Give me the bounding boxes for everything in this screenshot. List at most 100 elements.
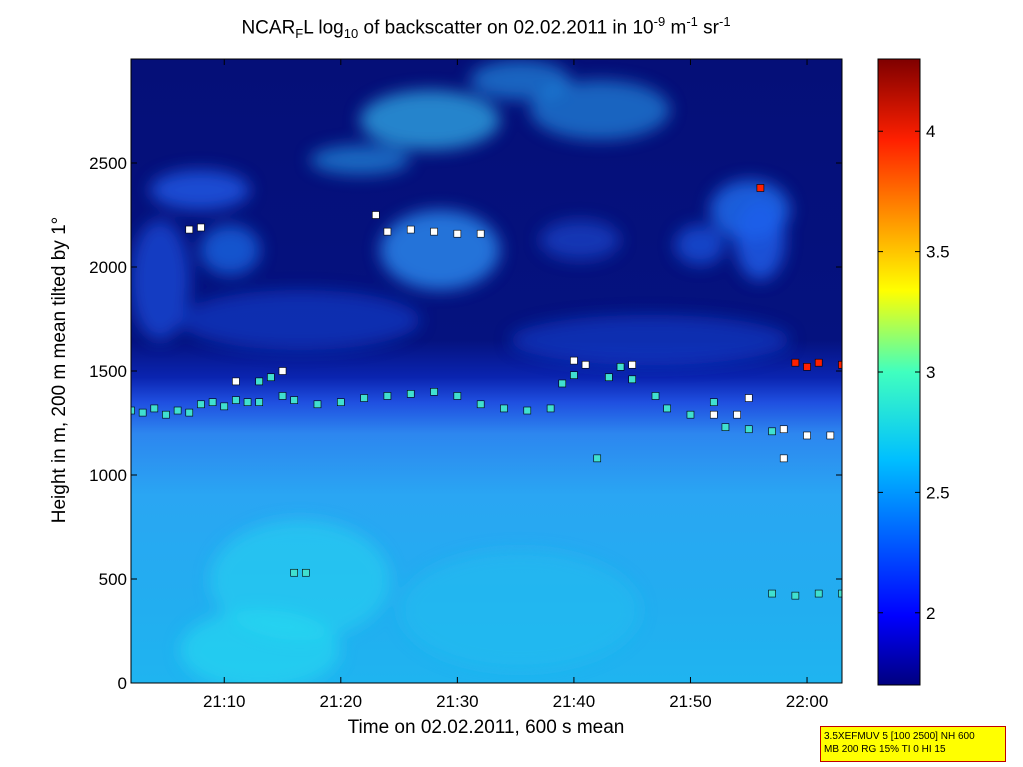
colorbar-tick-label: 2 [926,604,935,623]
y-tick-label: 1000 [89,466,127,485]
layer-marker-white-square [744,394,753,402]
colorbar [877,58,921,686]
layer-marker-cyan-square [558,379,567,388]
aerosol-layer-markers [131,184,842,600]
layer-marker-cyan-square [523,406,532,415]
layer-marker-cyan-square [721,423,730,431]
layer-marker-cyan-square [500,404,508,413]
layer-marker-white-square [185,225,194,234]
layer-marker-red-square [791,358,800,367]
layer-marker-cyan-square [150,404,159,413]
layer-marker-cyan-square [185,408,194,417]
x-tick-label: 21:40 [553,692,596,711]
layer-marker-white-square [779,425,788,434]
layer-marker-white-square [371,211,380,219]
processing-info-box: 3.5XEFMUV 5 [100 2500] NH 600 MB 200 RG … [820,726,1006,762]
layer-marker-white-square [197,223,205,232]
layer-marker-white-square [628,360,636,369]
layer-marker-cyan-square [208,398,217,407]
layer-marker-cyan-square [651,392,660,400]
x-tick-label: 21:10 [203,692,246,711]
layer-marker-cyan-square [232,396,240,404]
colorbar-tick-label: 3 [926,363,935,382]
y-tick-label: 2500 [89,154,127,173]
colorbar-axis: 2 2.5 3 3.5 4 [878,122,950,623]
layer-marker-cyan-square [267,373,275,382]
layer-marker-cyan-square [337,398,345,407]
layer-marker-cyan-square [768,589,776,598]
layer-marker-cyan-square [605,373,613,382]
layer-marker-cyan-square [570,371,578,379]
layer-marker-white-square [803,431,811,440]
layer-marker-cyan-square [430,387,438,396]
backscatter-heatmap [131,59,842,683]
y-tick-label: 0 [118,674,127,693]
layer-marker-cyan-square [360,394,368,402]
layer-marker-white-square [453,229,462,238]
chart-title: NCARFL log10 of backscatter on 02.02.201… [241,14,731,42]
layer-marker-white-square [570,356,578,365]
layer-marker-red-square [756,184,765,192]
layer-marker-cyan-square [546,404,555,413]
layer-marker-cyan-square [131,406,135,415]
y-tick-label: 500 [99,570,127,589]
layer-marker-cyan-square [686,410,695,419]
layer-marker-cyan-square [663,404,671,413]
colorbar-tick-label: 3.5 [926,243,950,262]
y-axis-label: Height in m, 200 m mean tilted by 1° [49,216,70,524]
layer-marker-red-square [838,360,842,369]
layer-marker-cyan-square [709,398,718,407]
layer-marker-cyan-square [255,398,264,407]
layer-marker-white-square [232,377,240,386]
layer-marker-cyan-square [476,400,485,409]
colorbar-tick-label: 4 [926,122,935,141]
layer-marker-cyan-square [791,591,800,600]
layer-marker-cyan-square [173,406,182,415]
layer-marker-cyan-square [290,568,298,577]
x-tick-label: 21:50 [669,692,712,711]
layer-marker-cyan-square [744,425,753,434]
layer-marker-cyan-square [383,392,392,400]
layer-marker-white-square [581,360,590,369]
x-axis: 21:10 21:20 21:30 21:40 21:50 22:00 [203,59,828,711]
layer-marker-cyan-square [220,402,229,411]
layer-marker-white-square [779,454,788,463]
layer-marker-cyan-square [278,392,287,400]
info-line-1: 3.5XEFMUV 5 [100 2500] NH 600 [824,731,975,742]
layer-marker-cyan-square [628,375,636,384]
x-tick-label: 21:30 [436,692,479,711]
layer-marker-cyan-square [290,396,298,404]
layer-marker-white-square [709,410,718,419]
layer-marker-white-square [430,227,438,236]
layer-marker-cyan-square [453,392,462,400]
layer-marker-red-square [814,358,823,367]
layer-marker-cyan-square [406,390,415,398]
y-tick-label: 1500 [89,362,127,381]
layer-marker-cyan-square [313,400,322,409]
layer-marker-cyan-square [255,377,264,386]
info-line-2: MB 200 RG 15% TI 0 HI 15 [824,744,946,755]
layer-marker-white-square [278,367,287,375]
layer-marker-cyan-square [616,363,625,371]
layer-marker-white-square [476,229,485,238]
layer-marker-red-square [803,363,811,371]
layer-marker-cyan-square [814,589,823,598]
layer-marker-cyan-square [768,427,776,436]
layer-marker-cyan-square [243,398,252,407]
layer-marker-cyan-square [197,400,205,409]
y-tick-label: 2000 [89,258,127,277]
colorbar-tick-label: 2.5 [926,483,950,502]
layer-marker-cyan-square [593,454,602,463]
x-axis-label: Time on 02.02.2011, 600 s mean [347,717,625,738]
y-axis: 0 500 1000 1500 2000 2500 [89,154,842,693]
layer-marker-cyan-square [138,408,147,417]
x-tick-label: 22:00 [786,692,829,711]
x-tick-label: 21:20 [320,692,363,711]
layer-marker-white-square [733,410,741,419]
layer-marker-cyan-square [302,568,310,577]
layer-marker-white-square [406,225,415,234]
layer-marker-white-square [383,227,392,236]
layer-marker-cyan-square [162,410,170,419]
layer-marker-cyan-square [838,589,842,598]
